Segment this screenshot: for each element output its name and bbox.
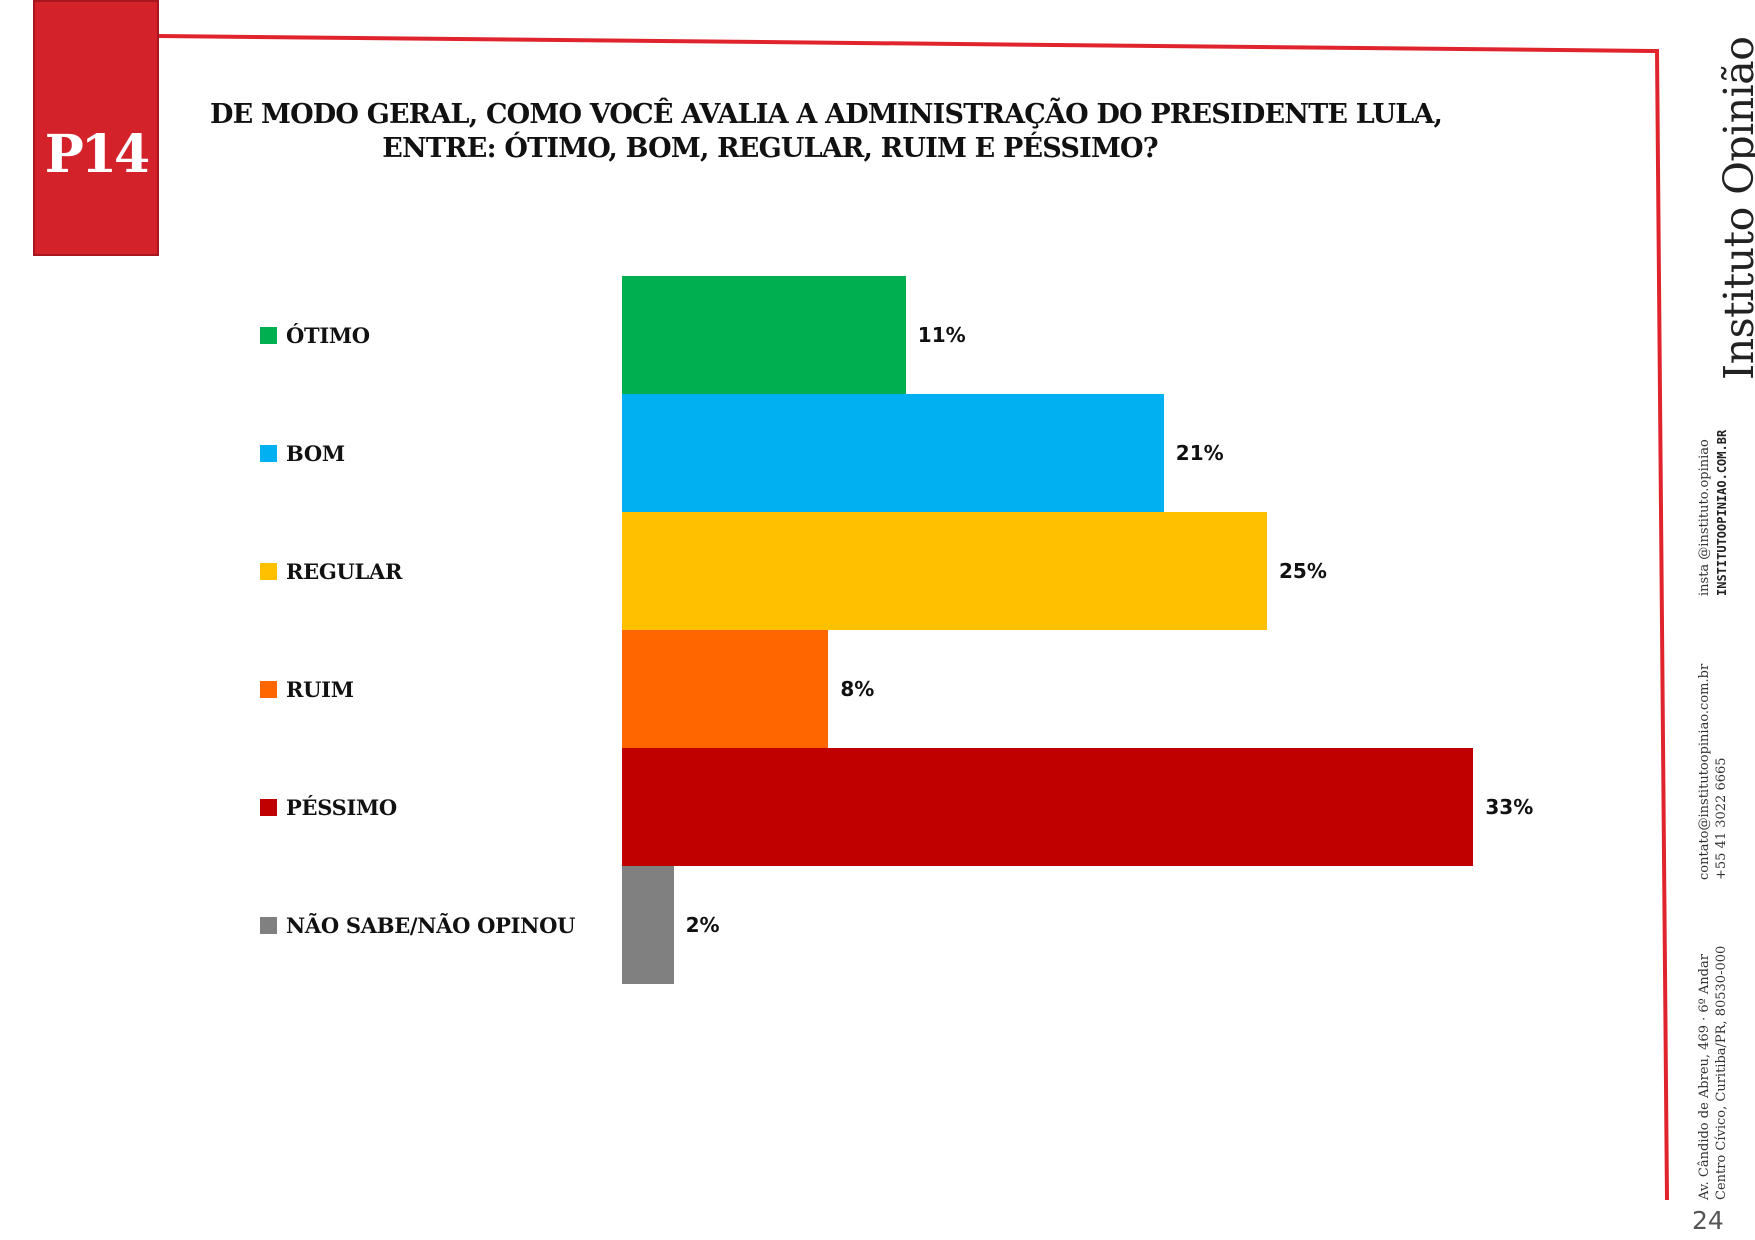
legend-swatch [260, 444, 277, 462]
bar-3 [622, 630, 829, 748]
legend-item: ÓTIMO [260, 320, 370, 350]
bar-value-label: 25% [1279, 559, 1327, 583]
bar-2 [622, 512, 1267, 630]
bar-4 [622, 748, 1474, 866]
legend-item: BOM [260, 438, 345, 468]
bar-value-label: 11% [917, 323, 966, 347]
question-code: P14 [44, 124, 150, 185]
chart-title-line-1: DE MODO GERAL, COMO VOCÊ AVALIA A ADMINI… [210, 99, 1443, 130]
website-text: INSTITUTOOPINIAO.COM.BR [1715, 429, 1729, 596]
legend-label: RUIM [286, 676, 354, 702]
bar-value-label: 21% [1175, 441, 1224, 465]
bar-value-label: 8% [840, 677, 875, 701]
legend-label: BOM [286, 440, 345, 466]
legend-label: ÓTIMO [286, 322, 370, 348]
legend-label: NÃO SABE/NÃO OPINOU [286, 912, 576, 938]
address-line-1: Av. Cândido de Abreu, 469 · 6º Andar [1697, 954, 1712, 1200]
legend-swatch [260, 326, 277, 344]
chart-title: DE MODO GERAL, COMO VOCÊ AVALIA A ADMINI… [210, 98, 1443, 166]
question-code-box: P14 [33, 0, 159, 256]
bar-1 [622, 394, 1164, 512]
legend-item: RUIM [260, 674, 354, 704]
page-number: 24 [1692, 1206, 1724, 1235]
legend-label: REGULAR [286, 558, 403, 584]
legend-item: PÉSSIMO [260, 792, 397, 822]
legend-item: NÃO SABE/NÃO OPINOU [260, 910, 575, 940]
chart-title-line-2: ENTRE: ÓTIMO, BOM, REGULAR, RUIM E PÉSSI… [382, 133, 1158, 164]
legend-swatch [260, 680, 277, 698]
email-text: contato@institutoopiniao.com.br [1697, 663, 1712, 880]
bar-0 [622, 276, 906, 394]
legend-swatch [260, 798, 277, 816]
bar-5 [622, 866, 674, 984]
phone-text: +55 41 3022 6665 [1714, 757, 1729, 880]
legend-item: REGULAR [260, 556, 402, 586]
legend-label: PÉSSIMO [286, 794, 397, 820]
bar-value-label: 2% [685, 913, 720, 937]
legend-swatch [260, 562, 277, 580]
address-line-2: Centro Cívico, Curitiba/PR, 80530-000 [1714, 945, 1729, 1200]
brand-logo: Instituto Opinião [1715, 36, 1755, 380]
social-handle: insta @instituto.opiniao [1697, 439, 1712, 596]
legend-swatch [260, 916, 277, 934]
bar-value-label: 33% [1485, 795, 1534, 819]
